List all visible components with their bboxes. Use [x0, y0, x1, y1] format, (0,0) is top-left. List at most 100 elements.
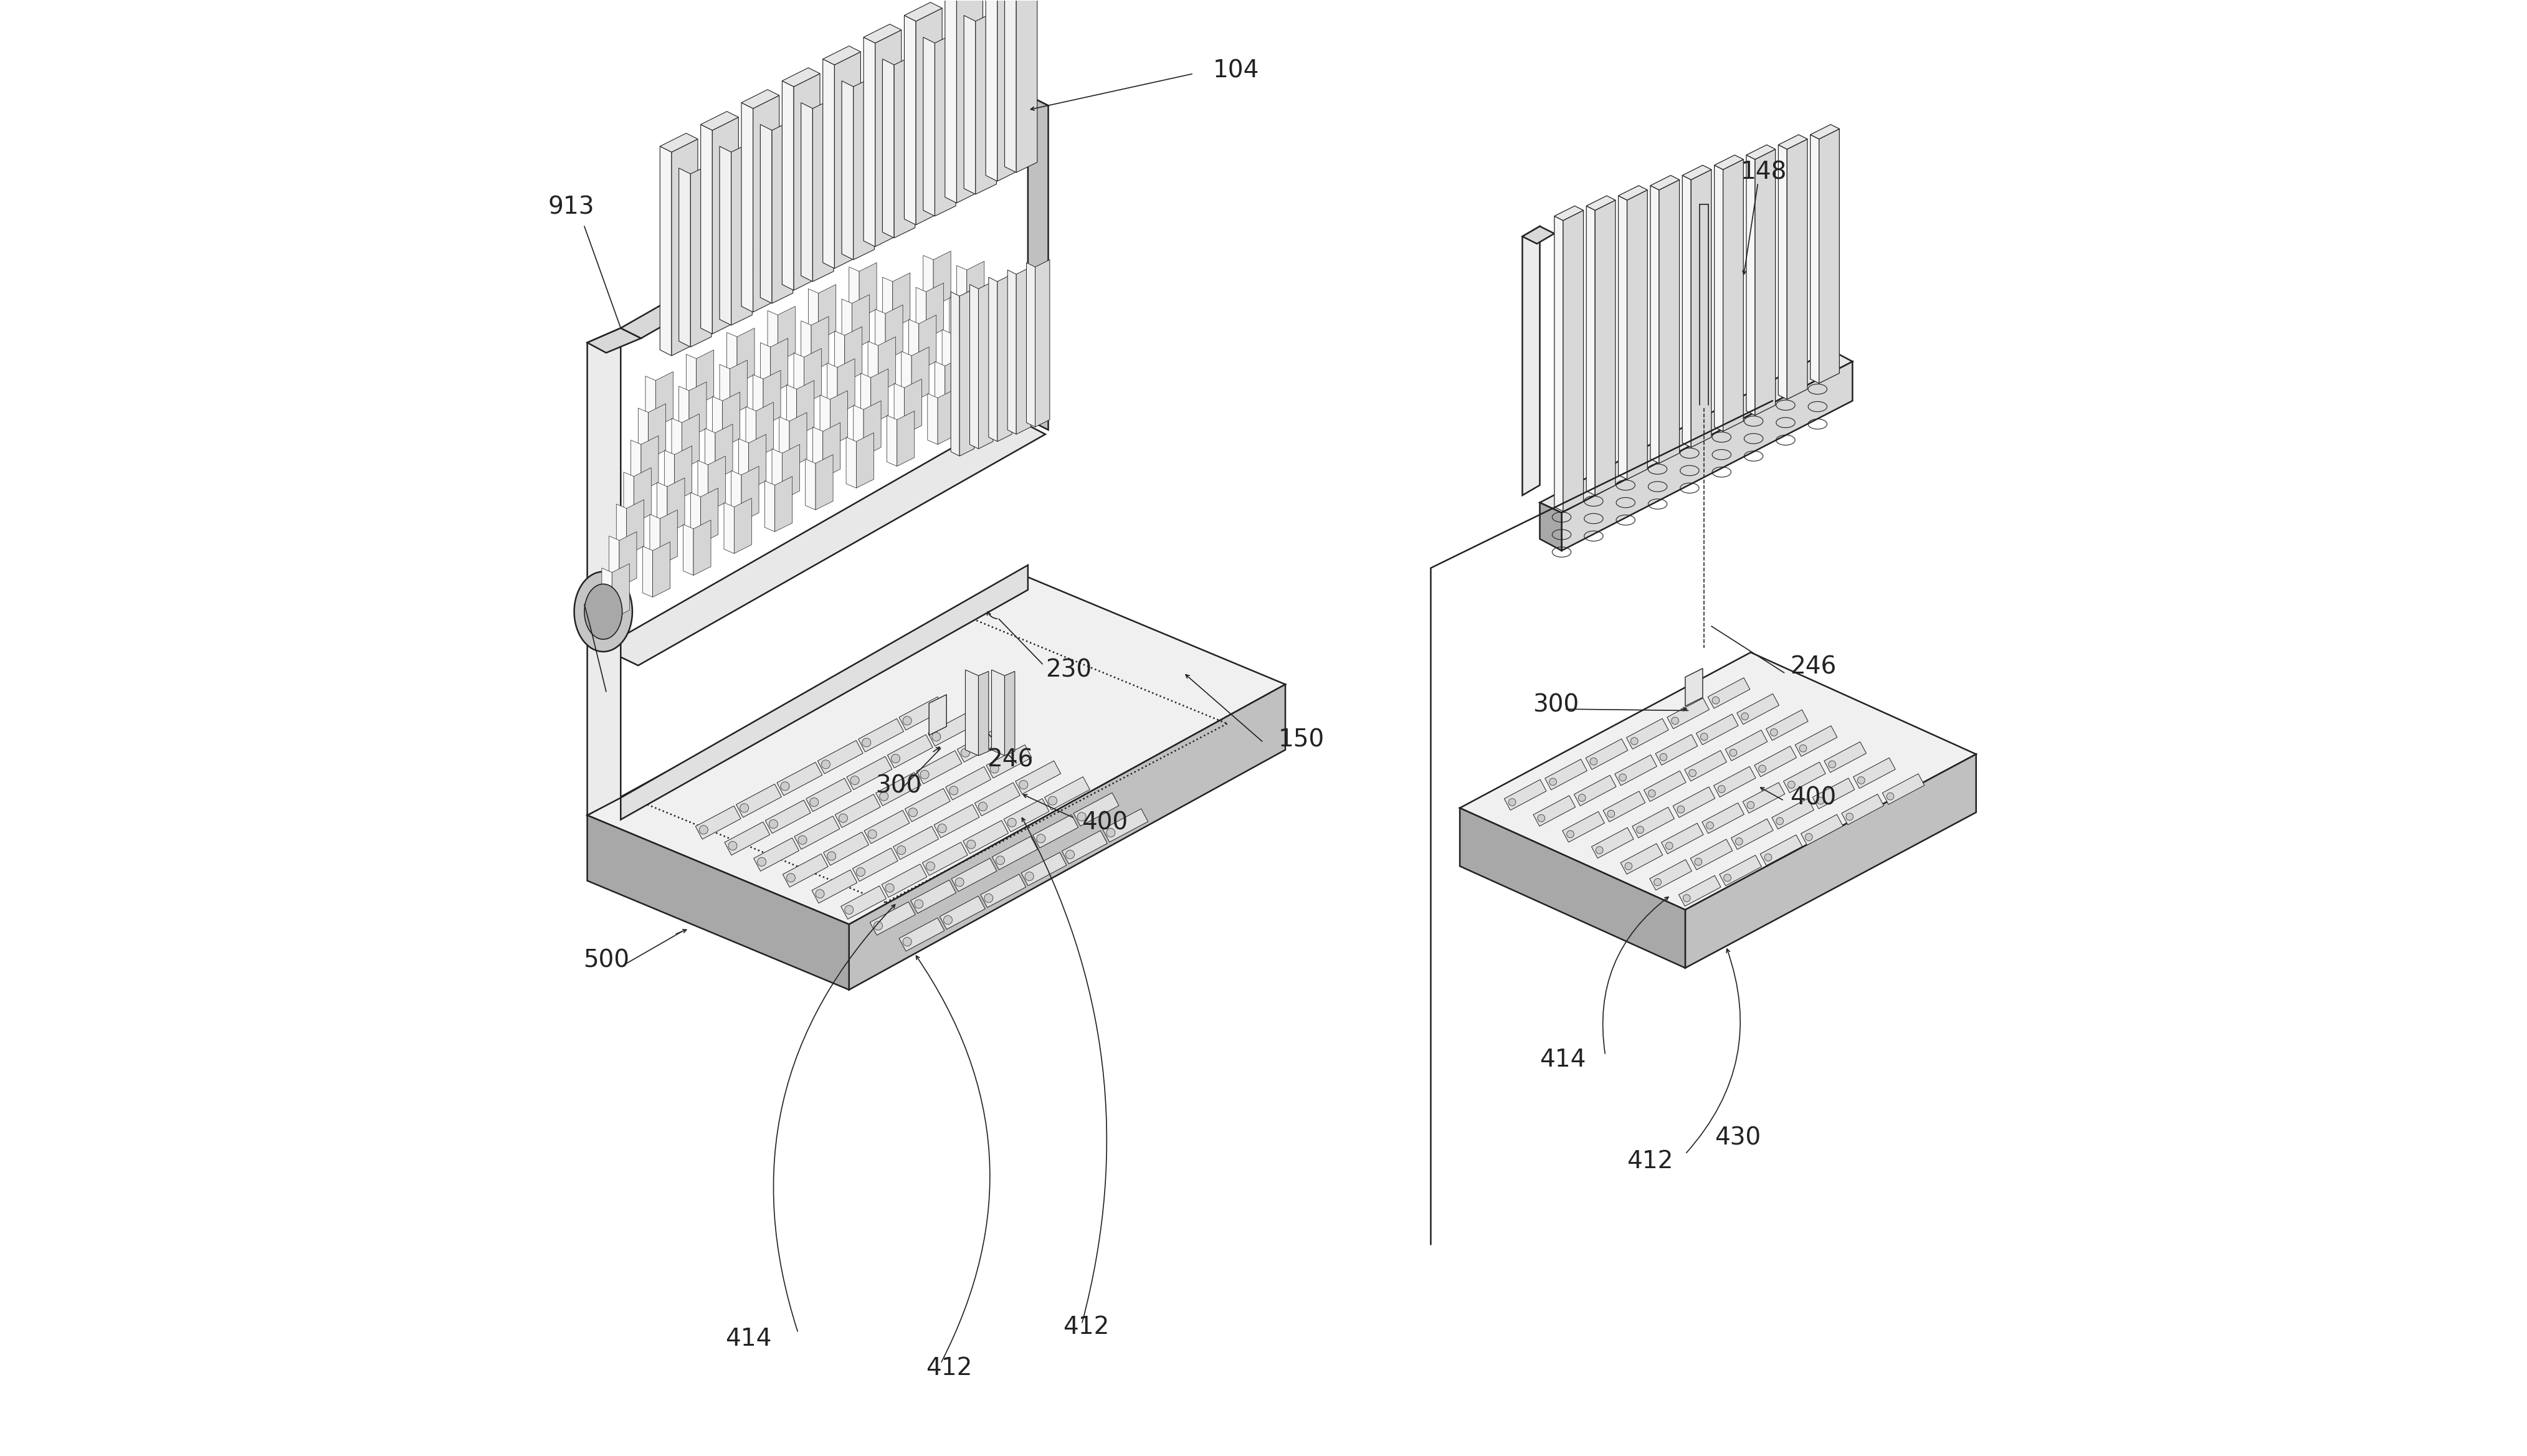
Polygon shape	[652, 542, 670, 597]
Polygon shape	[841, 885, 887, 919]
Polygon shape	[1736, 693, 1779, 725]
Polygon shape	[864, 25, 902, 44]
Polygon shape	[965, 670, 978, 756]
Ellipse shape	[955, 878, 963, 887]
Polygon shape	[958, 0, 983, 202]
Polygon shape	[968, 261, 986, 316]
Polygon shape	[1521, 226, 1539, 495]
Polygon shape	[1809, 124, 1840, 138]
Ellipse shape	[574, 572, 632, 652]
Polygon shape	[884, 304, 902, 360]
Ellipse shape	[1549, 778, 1557, 785]
Polygon shape	[980, 874, 1026, 907]
Polygon shape	[639, 408, 649, 459]
Polygon shape	[953, 858, 996, 891]
Polygon shape	[1016, 0, 1036, 172]
Polygon shape	[834, 52, 862, 268]
Polygon shape	[649, 514, 660, 565]
Polygon shape	[720, 364, 730, 415]
Polygon shape	[836, 358, 854, 414]
Ellipse shape	[1804, 833, 1812, 840]
Polygon shape	[1539, 502, 1562, 550]
Polygon shape	[1678, 875, 1721, 906]
Ellipse shape	[874, 922, 882, 930]
Polygon shape	[1650, 859, 1691, 890]
Polygon shape	[824, 831, 869, 865]
Ellipse shape	[1888, 792, 1893, 799]
Polygon shape	[715, 424, 733, 479]
Polygon shape	[935, 804, 980, 837]
Ellipse shape	[1857, 776, 1865, 783]
Polygon shape	[708, 456, 725, 511]
Ellipse shape	[1597, 846, 1602, 853]
Polygon shape	[960, 293, 978, 348]
Ellipse shape	[1771, 728, 1776, 735]
Polygon shape	[819, 284, 836, 339]
Polygon shape	[849, 266, 859, 317]
Polygon shape	[1521, 226, 1554, 243]
Polygon shape	[975, 12, 996, 194]
Polygon shape	[586, 575, 1286, 925]
Text: 300: 300	[1531, 693, 1579, 716]
Polygon shape	[841, 298, 852, 349]
Text: 300: 300	[874, 775, 922, 798]
Polygon shape	[824, 422, 841, 478]
Ellipse shape	[1759, 764, 1766, 772]
Polygon shape	[847, 757, 892, 789]
Ellipse shape	[938, 824, 948, 833]
Polygon shape	[950, 291, 960, 456]
Polygon shape	[864, 38, 874, 246]
Polygon shape	[1044, 778, 1089, 810]
Polygon shape	[910, 879, 955, 913]
Polygon shape	[841, 82, 854, 259]
Polygon shape	[905, 16, 915, 224]
Polygon shape	[793, 815, 839, 849]
Polygon shape	[738, 328, 756, 383]
Ellipse shape	[1630, 737, 1637, 744]
Polygon shape	[771, 338, 788, 393]
Polygon shape	[1587, 195, 1615, 210]
Ellipse shape	[1799, 744, 1807, 751]
Polygon shape	[978, 281, 993, 448]
Ellipse shape	[915, 900, 922, 909]
Polygon shape	[1006, 671, 1016, 756]
Polygon shape	[1562, 811, 1605, 842]
Polygon shape	[1534, 795, 1574, 826]
Ellipse shape	[996, 856, 1006, 865]
Ellipse shape	[1713, 697, 1718, 705]
Polygon shape	[917, 751, 963, 783]
Polygon shape	[672, 418, 682, 469]
Polygon shape	[1021, 852, 1066, 885]
Polygon shape	[1620, 843, 1663, 874]
Polygon shape	[634, 467, 652, 523]
Polygon shape	[771, 448, 783, 499]
Polygon shape	[761, 342, 771, 393]
Polygon shape	[877, 336, 895, 392]
Polygon shape	[601, 568, 612, 619]
Polygon shape	[897, 411, 915, 466]
Polygon shape	[601, 415, 1046, 665]
Polygon shape	[910, 319, 920, 370]
Ellipse shape	[1718, 785, 1726, 792]
Polygon shape	[975, 782, 1021, 815]
Polygon shape	[1696, 713, 1739, 745]
Polygon shape	[1691, 169, 1711, 447]
Ellipse shape	[884, 884, 895, 893]
Polygon shape	[900, 917, 945, 951]
Polygon shape	[793, 74, 819, 290]
Polygon shape	[809, 288, 819, 339]
Ellipse shape	[857, 868, 864, 877]
Polygon shape	[586, 328, 642, 352]
Polygon shape	[859, 262, 877, 317]
Polygon shape	[1650, 185, 1660, 463]
Ellipse shape	[902, 716, 912, 725]
Polygon shape	[1787, 138, 1807, 399]
Polygon shape	[1683, 175, 1691, 447]
Polygon shape	[1461, 652, 1976, 910]
Polygon shape	[768, 310, 778, 361]
Polygon shape	[963, 16, 975, 194]
Polygon shape	[986, 745, 1031, 778]
Polygon shape	[1713, 154, 1744, 169]
Polygon shape	[988, 277, 998, 441]
Polygon shape	[753, 374, 763, 425]
